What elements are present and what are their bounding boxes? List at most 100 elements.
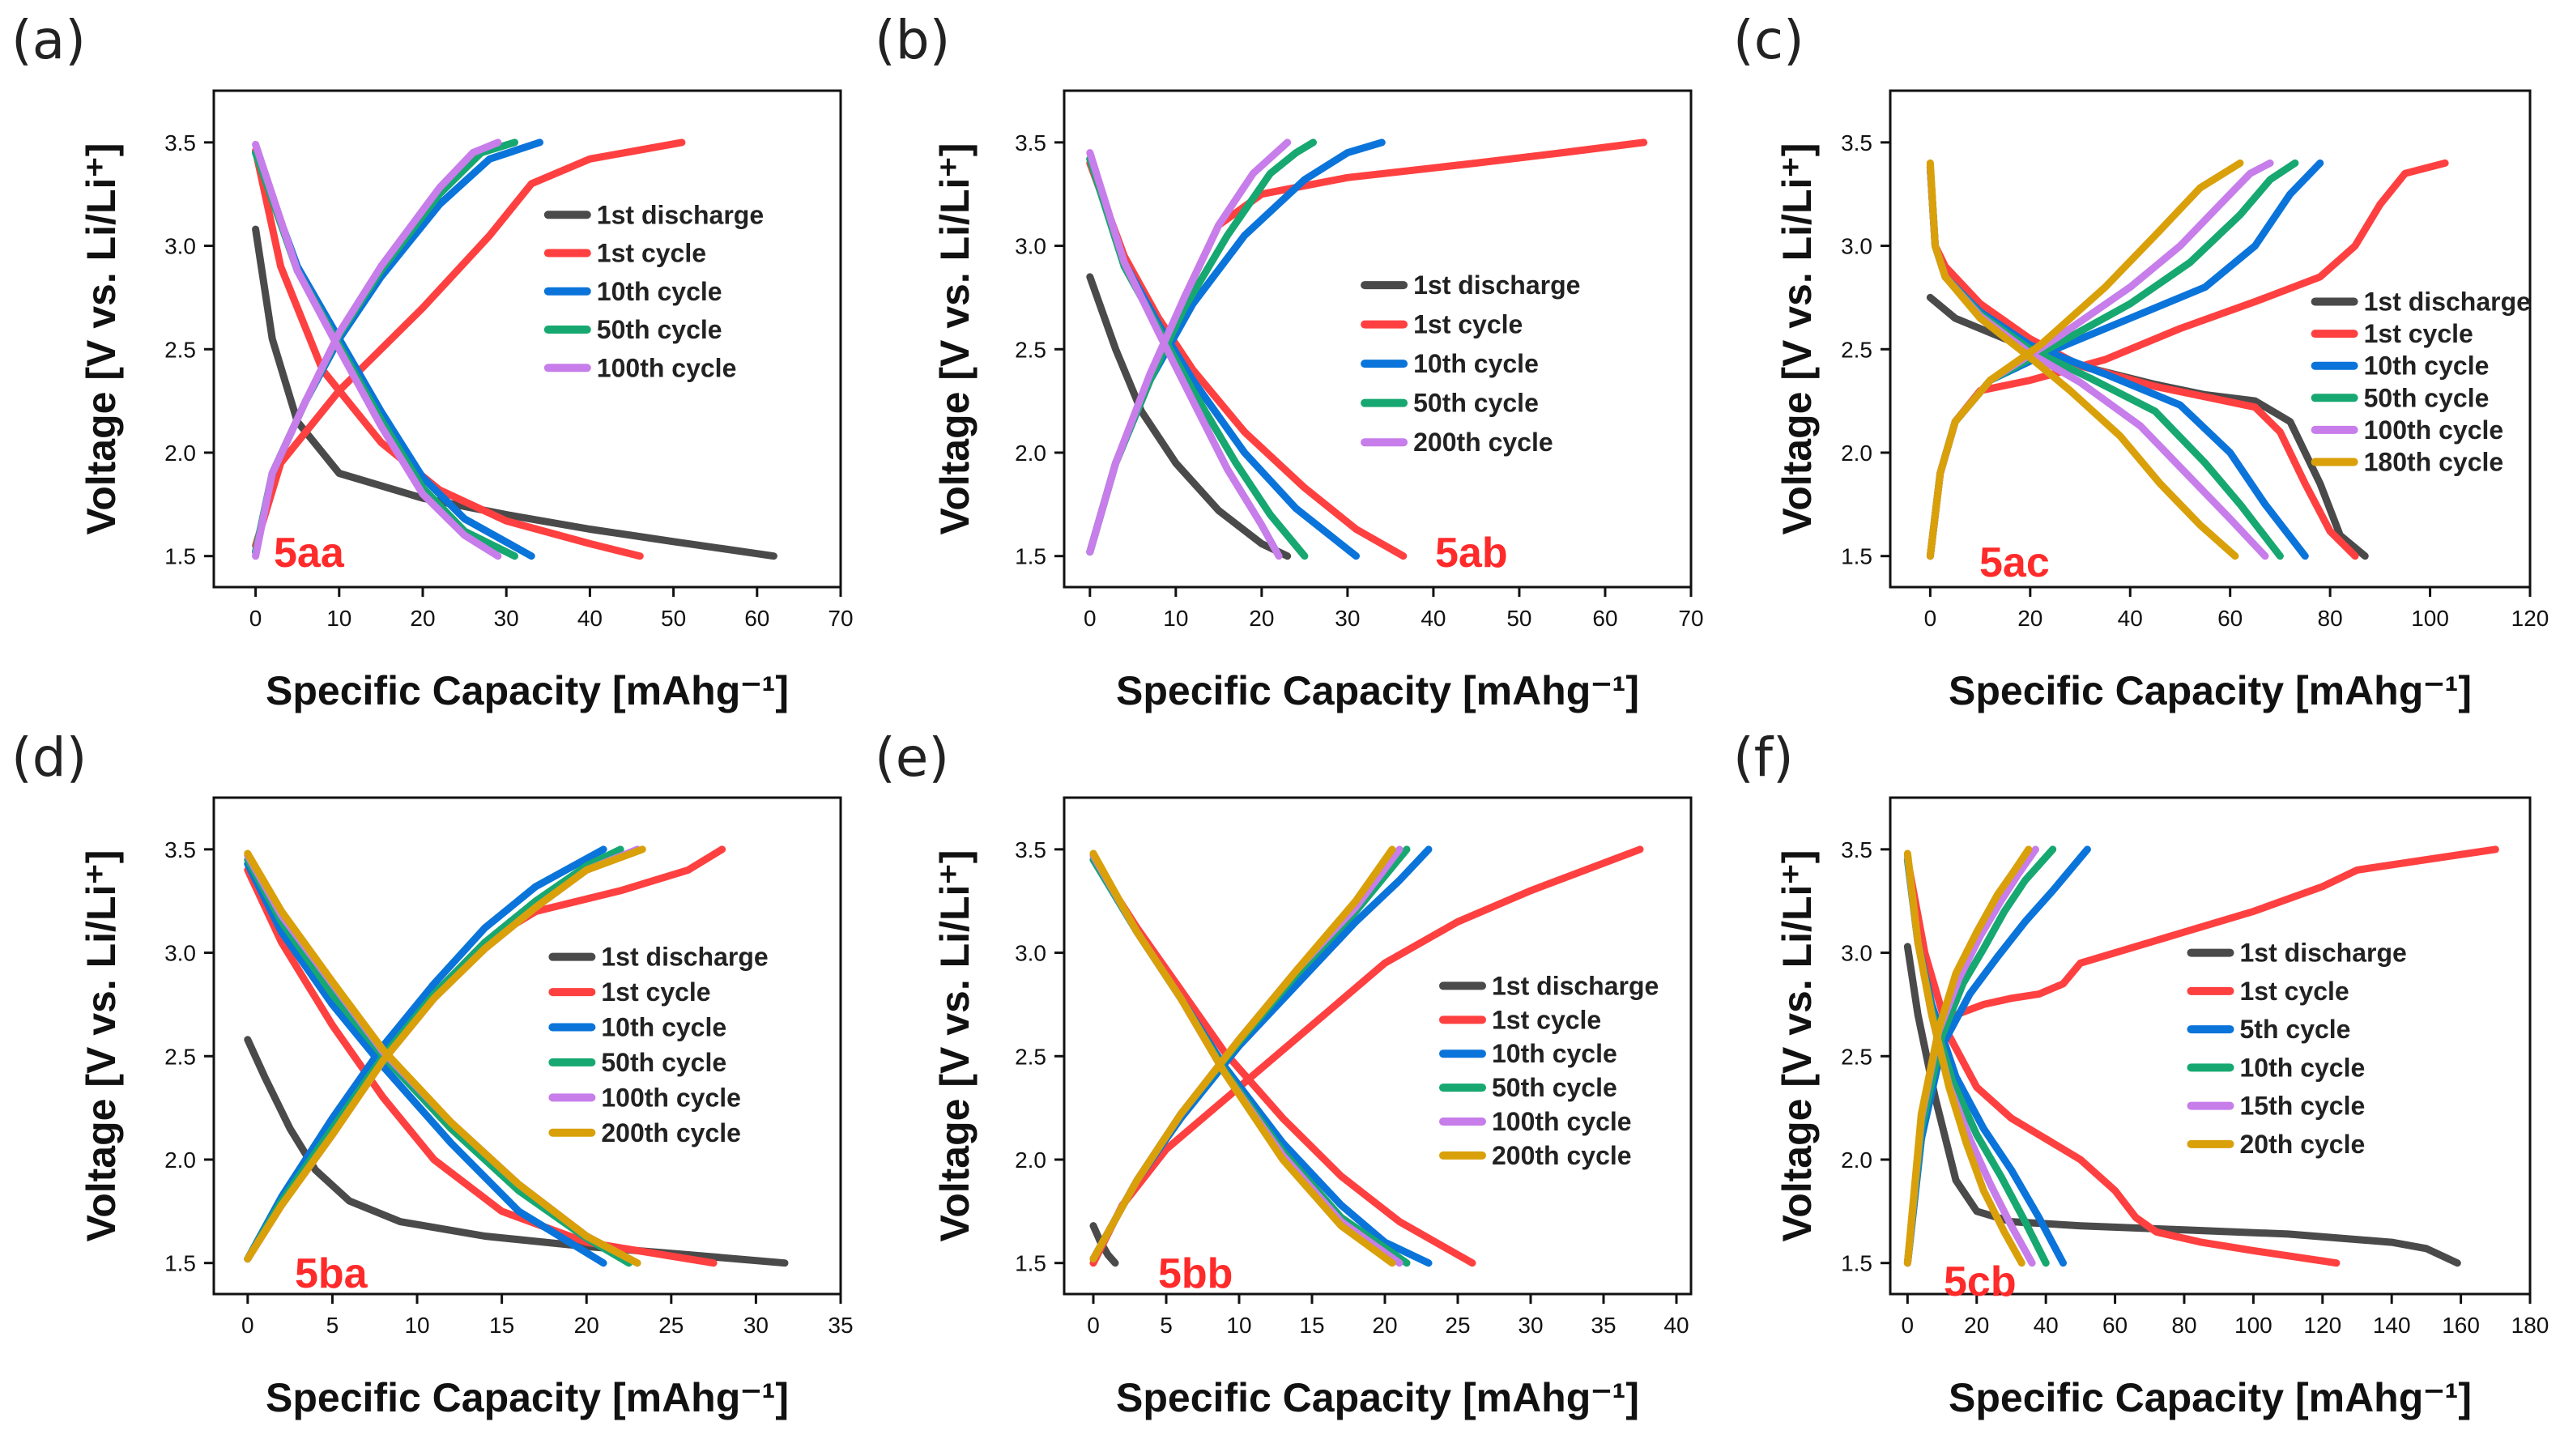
y-tick-label: 2.0 xyxy=(164,1147,196,1173)
y-tick-label: 3.0 xyxy=(164,941,196,966)
plot-frame xyxy=(1889,796,2532,1296)
series-line xyxy=(1089,856,1476,1267)
y-axis-title: Voltage [V vs. Li/Li⁺] xyxy=(932,850,978,1242)
legend-label: 1st cycle xyxy=(2240,977,2349,1006)
y-tick-label: 3.0 xyxy=(1841,234,1872,259)
y-tick-label: 3.0 xyxy=(164,234,196,259)
y-axis-title: Voltage [V vs. Li/Li⁺] xyxy=(79,143,124,535)
panel-letter: (c) xyxy=(1733,9,1804,71)
x-tick-label: 0 xyxy=(1087,1313,1100,1338)
y-tick-label: 3.0 xyxy=(1015,941,1046,966)
y-axis-title: Voltage [V vs. Li/Li⁺] xyxy=(1774,143,1820,535)
x-tick-label: 5 xyxy=(1160,1313,1173,1338)
sample-label: 5ac xyxy=(1979,539,2050,586)
legend-label: 10th cycle xyxy=(601,1013,726,1042)
x-tick-label: 100 xyxy=(2411,606,2449,631)
y-tick-label: 1.5 xyxy=(1841,1251,1872,1276)
series-line xyxy=(252,138,502,560)
panel-letter: (d) xyxy=(11,726,87,789)
series-line xyxy=(244,866,718,1267)
series-line xyxy=(1926,164,2309,560)
x-tick-label: 0 xyxy=(1902,1313,1915,1338)
x-tick-label: 35 xyxy=(828,1313,853,1338)
y-tick-label: 1.5 xyxy=(1015,544,1046,569)
panel-letter: (b) xyxy=(875,9,950,71)
x-tick-label: 80 xyxy=(2171,1313,2196,1338)
legend-label: 1st discharge xyxy=(1413,270,1580,300)
y-tick-label: 2.0 xyxy=(164,441,196,466)
series-line xyxy=(1089,845,1433,1263)
sample-label: 5bb xyxy=(1158,1250,1233,1297)
legend-label: 50th cycle xyxy=(1492,1073,1617,1102)
legend-label: 15th cycle xyxy=(2240,1092,2366,1121)
x-tick-label: 70 xyxy=(1678,606,1703,631)
x-tick-label: 60 xyxy=(2102,1313,2128,1338)
x-tick-label: 140 xyxy=(2373,1313,2411,1338)
series-line xyxy=(1903,845,2033,1267)
panel-4: (d) 0 5 10 15 20 25 30 35 1.5 2.0 2.5 3.0 3.5 Specific… xyxy=(11,726,854,1420)
x-tick-label: 20 xyxy=(1249,606,1274,631)
series-line xyxy=(252,140,502,560)
legend-label: 200th cycle xyxy=(601,1118,741,1147)
series-line xyxy=(1086,149,1283,560)
x-tick-label: 20 xyxy=(410,606,435,631)
panel-2: (b) 0 10 20 30 40 50 60 70 1.5 2.0 2.5 3.0 3.5 Specifi… xyxy=(875,9,1704,713)
x-tick-label: 100 xyxy=(2234,1313,2272,1338)
legend-label: 1st discharge xyxy=(597,200,764,229)
x-tick-label: 80 xyxy=(2318,606,2343,631)
series-line xyxy=(1903,943,2461,1267)
x-tick-label: 60 xyxy=(1592,606,1617,631)
x-axis-title: Specific Capacity [mAhg⁻¹] xyxy=(266,1375,789,1420)
sample-label: 5ba xyxy=(295,1250,368,1297)
series-line xyxy=(1926,164,2359,560)
legend-label: 20th cycle xyxy=(2240,1130,2366,1159)
series-line xyxy=(1089,849,1396,1267)
y-axis-title: Voltage [V vs. Li/Li⁺] xyxy=(1774,850,1820,1242)
y-tick-label: 2.0 xyxy=(1015,1147,1046,1173)
series-line xyxy=(252,149,518,560)
panel-letter: (a) xyxy=(11,9,86,71)
plot-frame xyxy=(1063,89,1693,589)
plot-frame xyxy=(212,89,842,589)
sample-label: 5ab xyxy=(1435,530,1508,577)
plot-frame xyxy=(1063,796,1693,1296)
sample-label: 5aa xyxy=(274,530,345,577)
x-tick-label: 0 xyxy=(1084,606,1097,631)
legend-label: 100th cycle xyxy=(601,1083,741,1112)
series-line xyxy=(244,849,641,1267)
series-line xyxy=(1086,273,1292,560)
y-tick-label: 2.5 xyxy=(1015,337,1046,362)
legend-label: 200th cycle xyxy=(1413,428,1553,457)
x-tick-label: 20 xyxy=(574,1313,599,1338)
y-tick-label: 3.0 xyxy=(1015,234,1046,259)
legend-label: 1st cycle xyxy=(1413,310,1523,339)
y-tick-label: 1.5 xyxy=(1841,544,1872,569)
x-tick-label: 0 xyxy=(249,606,262,631)
series-line xyxy=(1926,293,2369,560)
x-tick-label: 60 xyxy=(2217,606,2243,631)
x-tick-label: 10 xyxy=(1163,606,1188,631)
series-line xyxy=(1089,845,1404,1263)
legend-label: 50th cycle xyxy=(597,315,722,344)
legend-label: 1st discharge xyxy=(2364,287,2531,317)
legend-label: 5th cycle xyxy=(2240,1015,2351,1044)
x-tick-label: 0 xyxy=(1924,606,1937,631)
y-tick-label: 2.0 xyxy=(1841,441,1872,466)
series-line xyxy=(252,138,686,550)
panel-letter: (e) xyxy=(875,726,949,789)
y-tick-label: 3.5 xyxy=(1015,837,1046,862)
series-line xyxy=(244,845,646,1263)
plot-frame xyxy=(212,796,842,1296)
y-tick-label: 2.5 xyxy=(1015,1044,1046,1069)
legend-label: 10th cycle xyxy=(597,277,722,306)
legend-label: 100th cycle xyxy=(2364,415,2504,445)
legend-label: 200th cycle xyxy=(1492,1141,1632,1170)
x-tick-label: 20 xyxy=(1964,1313,1989,1338)
series-line xyxy=(1926,159,2239,560)
x-axis-title: Specific Capacity [mAhg⁻¹] xyxy=(266,668,789,713)
legend-label: 1st discharge xyxy=(601,943,768,972)
y-tick-label: 3.0 xyxy=(1841,941,1872,966)
x-tick-label: 40 xyxy=(2118,606,2143,631)
x-tick-label: 70 xyxy=(828,606,853,631)
series-line xyxy=(252,149,535,560)
